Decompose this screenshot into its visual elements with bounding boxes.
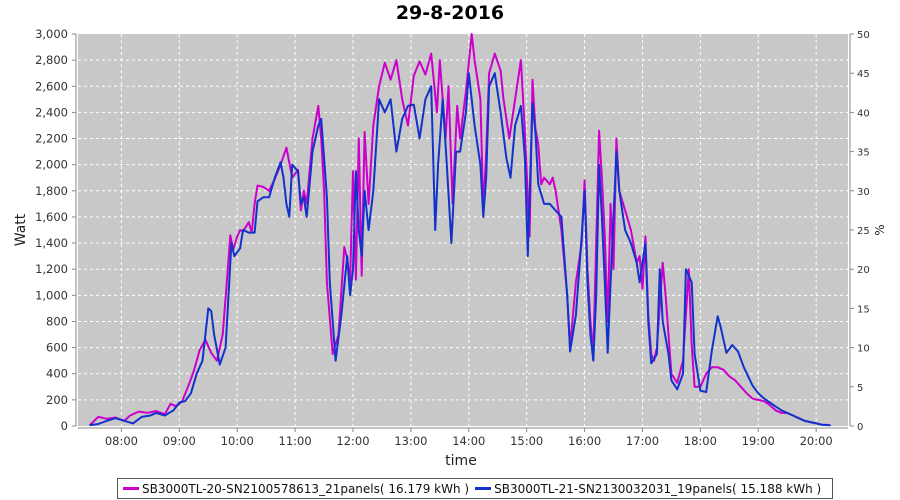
y-right-tick-label: 5 [857, 383, 863, 394]
x-tick-label: 15:00 [510, 434, 543, 448]
legend-label: SB3000TL-20-SN2100578613_21panels( 16.17… [142, 481, 470, 496]
y-left-tick-label: 1,000 [35, 288, 68, 302]
gridlines [78, 34, 848, 426]
y-right-tick-label: 50 [857, 30, 870, 41]
y-right-tick-label: 25 [857, 226, 870, 237]
legend-label: SB3000TL-21-SN2130032031_19panels( 15.18… [494, 481, 822, 496]
series-lines [88, 33, 831, 427]
chart-title: 29-8-2016 [395, 2, 505, 24]
x-tick-label: 13:00 [394, 434, 427, 448]
y-right-tick-label: 30 [857, 187, 870, 198]
x-tick-label: 12:00 [336, 434, 369, 448]
x-tick-label: 17:00 [626, 434, 659, 448]
y-axis-right-ticks: 0 5 10 15 20 25 30 35 40 45 50 [850, 30, 870, 433]
y-right-tick-label: 35 [857, 148, 870, 159]
y-left-tick-label: 2,800 [35, 53, 68, 67]
y-axis-left-title: Watt [13, 213, 29, 246]
x-tick-label: 16:00 [568, 434, 601, 448]
y-right-tick-label: 15 [857, 304, 870, 315]
x-axis-ticks: 08:00 09:00 10:00 11:00 12:00 13:00 14:00 15:00… [105, 428, 833, 448]
x-tick-label: 19:00 [742, 434, 775, 448]
y-right-tick-label: 40 [857, 108, 870, 119]
y-right-tick-label: 0 [857, 422, 863, 433]
y-left-tick-label: 2,600 [35, 79, 68, 93]
y-left-tick-label: 200 [46, 393, 68, 407]
y-left-tick-label: 600 [46, 341, 68, 355]
y-left-tick-label: 1,200 [35, 262, 68, 276]
y-right-tick-label: 20 [857, 265, 870, 276]
x-tick-label: 18:00 [684, 434, 717, 448]
y-left-tick-label: 1,600 [35, 210, 68, 224]
x-tick-label: 09:00 [163, 434, 196, 448]
y-left-tick-label: 1,800 [35, 184, 68, 198]
legend-item-2: SB3000TL-21-SN2130032031_19panels( 15.18… [475, 482, 821, 496]
x-tick-label: 20:00 [800, 434, 833, 448]
series-line-2 [89, 72, 831, 427]
y-right-tick-label: 45 [857, 69, 870, 80]
y-left-tick-label: 2,400 [35, 105, 68, 119]
legend-swatch [475, 487, 492, 490]
legend-item-1: SB3000TL-20-SN2100578613_21panels( 16.17… [123, 482, 469, 496]
y-left-tick-label: 1,400 [35, 236, 68, 250]
legend-swatch [123, 487, 139, 490]
line-chart: 02004006008001,0001,2001,4001,6001,8002,… [13, 27, 887, 469]
y-right-tick-label: 10 [857, 344, 870, 355]
plot-area [78, 34, 848, 426]
y-left-tick-label: 0 [61, 419, 68, 433]
x-tick-label: 11:00 [279, 434, 312, 448]
y-left-tick-label: 2,000 [35, 158, 68, 172]
x-axis-title: time [445, 453, 477, 469]
y-left-tick-label: 400 [46, 367, 68, 381]
x-tick-label: 10:00 [221, 434, 254, 448]
x-tick-label: 08:00 [105, 434, 138, 448]
y-axis-left-ticks: 0 200 400 600 800 1,000 1,200 1,400 1,600 1,800 2,… [35, 27, 76, 433]
x-tick-label: 14:00 [452, 434, 485, 448]
y-axis-right-title: % [873, 224, 887, 235]
y-left-tick-label: 2,200 [35, 132, 68, 146]
y-left-tick-label: 3,000 [35, 27, 68, 41]
y-left-tick-label: 800 [46, 314, 68, 328]
legend: SB3000TL-20-SN2100578613_21panels( 16.17… [117, 478, 834, 499]
